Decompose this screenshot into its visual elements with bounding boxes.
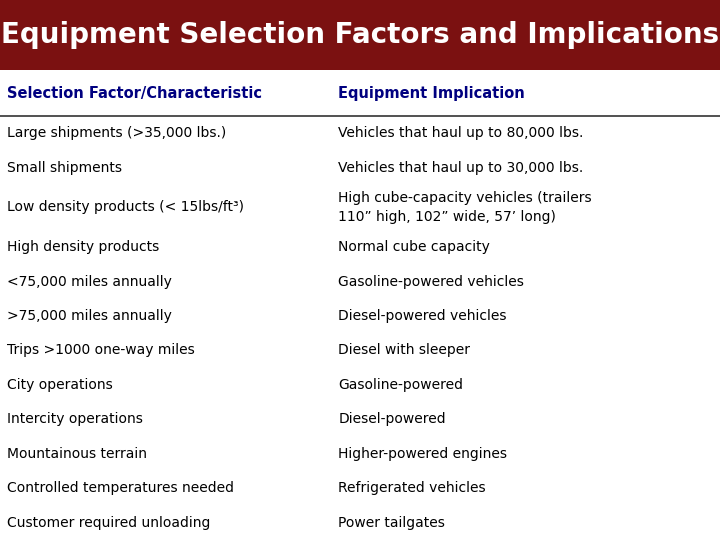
Text: Gasoline-powered vehicles: Gasoline-powered vehicles (338, 274, 524, 288)
Text: Vehicles that haul up to 80,000 lbs.: Vehicles that haul up to 80,000 lbs. (338, 126, 584, 140)
FancyBboxPatch shape (0, 0, 720, 70)
Text: Higher-powered engines: Higher-powered engines (338, 447, 508, 461)
Text: Equipment Selection Factors and Implications: Equipment Selection Factors and Implicat… (1, 21, 719, 49)
Text: Trips >1000 one-way miles: Trips >1000 one-way miles (7, 343, 195, 357)
Text: Diesel-powered vehicles: Diesel-powered vehicles (338, 309, 507, 323)
Text: Intercity operations: Intercity operations (7, 413, 143, 427)
Text: Selection Factor/Characteristic: Selection Factor/Characteristic (7, 86, 262, 100)
Text: Large shipments (>35,000 lbs.): Large shipments (>35,000 lbs.) (7, 126, 227, 140)
Text: City operations: City operations (7, 378, 113, 392)
Text: Vehicles that haul up to 30,000 lbs.: Vehicles that haul up to 30,000 lbs. (338, 161, 584, 175)
Text: <75,000 miles annually: <75,000 miles annually (7, 274, 172, 288)
Text: Mountainous terrain: Mountainous terrain (7, 447, 147, 461)
Text: High density products: High density products (7, 240, 159, 254)
Text: Normal cube capacity: Normal cube capacity (338, 240, 490, 254)
Text: Low density products (< 15lbs/ft³): Low density products (< 15lbs/ft³) (7, 200, 244, 214)
Text: Small shipments: Small shipments (7, 161, 122, 175)
Text: Equipment Implication: Equipment Implication (338, 86, 525, 100)
Text: Controlled temperatures needed: Controlled temperatures needed (7, 481, 234, 495)
Text: Customer required unloading: Customer required unloading (7, 516, 210, 530)
Text: >75,000 miles annually: >75,000 miles annually (7, 309, 172, 323)
Text: Power tailgates: Power tailgates (338, 516, 445, 530)
Text: Diesel-powered: Diesel-powered (338, 413, 446, 427)
Text: Diesel with sleeper: Diesel with sleeper (338, 343, 470, 357)
Text: Gasoline-powered: Gasoline-powered (338, 378, 464, 392)
Text: Refrigerated vehicles: Refrigerated vehicles (338, 481, 486, 495)
Text: High cube-capacity vehicles (trailers
110” high, 102” wide, 57’ long): High cube-capacity vehicles (trailers 11… (338, 191, 592, 224)
